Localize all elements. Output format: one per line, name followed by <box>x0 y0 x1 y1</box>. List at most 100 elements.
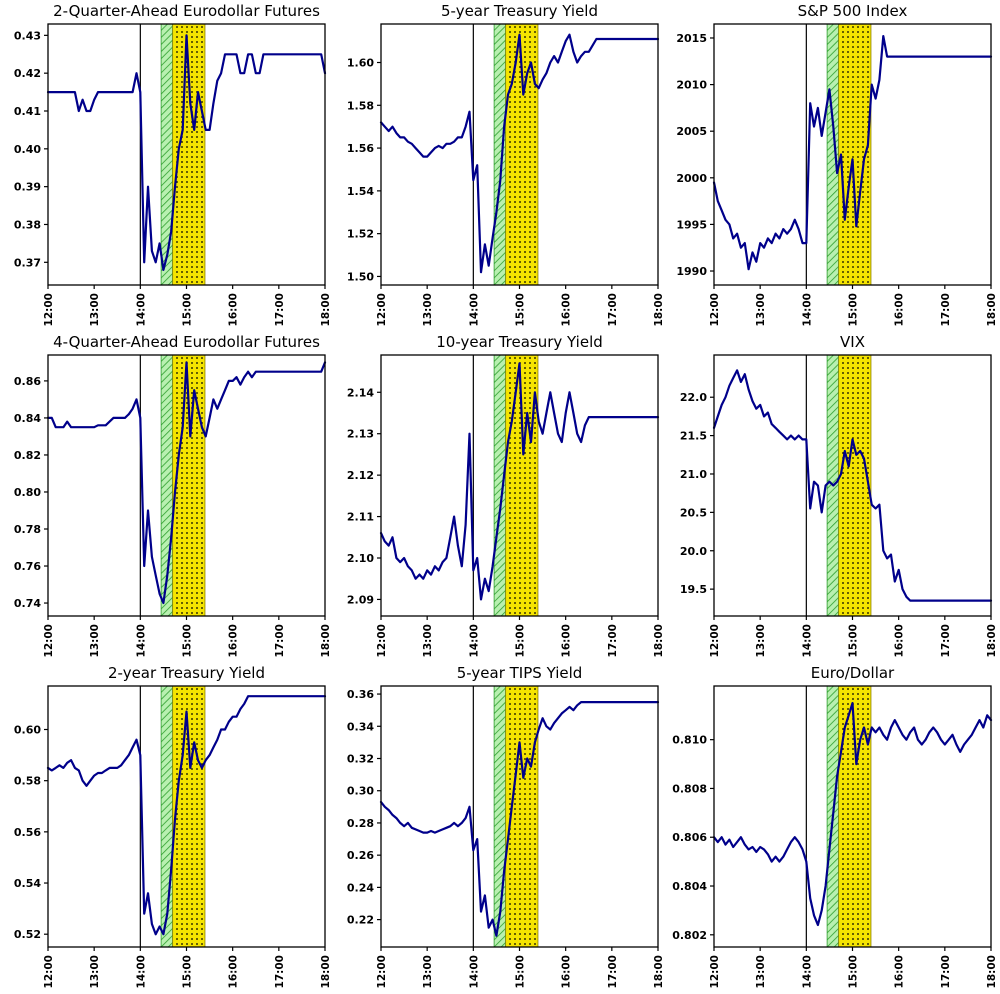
y-tick-label: 21.0 <box>680 468 707 481</box>
chart-title: S&P 500 Index <box>798 2 908 20</box>
x-tick-label: 15:00 <box>515 293 527 326</box>
y-tick-label: 2015 <box>676 32 707 45</box>
y-tick-label: 0.80 <box>14 486 41 499</box>
x-tick-label: 12:00 <box>709 624 721 657</box>
y-tick-label: 2005 <box>676 125 707 138</box>
x-tick-label: 17:00 <box>607 955 619 988</box>
green-hatched-band <box>160 23 174 286</box>
y-tick-label: 0.42 <box>14 67 41 80</box>
y-tick-label: 0.802 <box>672 929 707 942</box>
y-tick-label: 0.60 <box>14 724 41 737</box>
y-tick-label: 0.40 <box>14 143 41 156</box>
y-tick-label: 0.32 <box>347 753 374 766</box>
x-tick-label: 18:00 <box>653 624 665 657</box>
series-line <box>46 361 327 605</box>
x-tick-label: 16:00 <box>561 293 573 326</box>
x-tick-label: 16:00 <box>894 955 906 988</box>
chart-title: 2-Quarter-Ahead Eurodollar Futures <box>53 2 320 20</box>
y-tick-label: 1.58 <box>347 99 374 112</box>
x-tick-label: 18:00 <box>986 624 998 657</box>
x-tick-label: 17:00 <box>274 955 286 988</box>
y-tick-label: 0.26 <box>347 849 374 862</box>
x-tick-label: 14:00 <box>801 624 813 657</box>
x-tick-label: 12:00 <box>43 955 55 988</box>
x-tick-label: 12:00 <box>709 955 721 988</box>
y-tick-label: 19.5 <box>680 583 707 596</box>
y-tick-label: 0.39 <box>14 181 41 194</box>
x-tick-label: 18:00 <box>320 293 332 326</box>
x-tick-label: 12:00 <box>376 293 388 326</box>
yellow-dotted-band <box>172 685 206 948</box>
x-tick-label: 14:00 <box>801 293 813 326</box>
x-tick-label: 15:00 <box>515 955 527 988</box>
y-tick-label: 0.54 <box>14 877 41 890</box>
x-tick-label: 16:00 <box>228 955 240 988</box>
y-tick-label: 0.24 <box>347 881 374 894</box>
x-tick-label: 15:00 <box>848 293 860 326</box>
x-tick-label: 15:00 <box>848 955 860 988</box>
x-tick-label: 18:00 <box>320 955 332 988</box>
x-tick-label: 14:00 <box>468 955 480 988</box>
series-line <box>379 700 660 937</box>
series-line <box>712 34 993 271</box>
x-tick-label: 12:00 <box>43 293 55 326</box>
chart-panel-5y-treasury: 5-year Treasury Yield 1.50 1.52 1.54 1.56 1.5… <box>347 2 665 326</box>
y-tick-label: 2.09 <box>347 593 374 606</box>
y-tick-label: 0.52 <box>14 928 41 941</box>
chart-panel-2q-eurodollar: 2-Quarter-Ahead Eurodollar Futures 0.37 0.… <box>14 2 332 326</box>
y-tick-label: 0.82 <box>14 449 41 462</box>
chart-title: 10-year Treasury Yield <box>436 333 603 351</box>
y-tick-label: 0.810 <box>672 734 707 747</box>
yellow-dotted-band <box>838 354 872 617</box>
x-tick-label: 12:00 <box>376 955 388 988</box>
chart-title: VIX <box>840 333 865 351</box>
x-tick-label: 14:00 <box>468 624 480 657</box>
x-tick-label: 17:00 <box>607 293 619 326</box>
y-tick-label: 0.806 <box>672 831 707 844</box>
x-tick-label: 16:00 <box>228 624 240 657</box>
y-tick-label: 1990 <box>676 265 707 278</box>
y-tick-label: 1.60 <box>347 57 374 70</box>
y-tick-label: 1.52 <box>347 228 374 241</box>
y-tick-label: 1.50 <box>347 270 374 283</box>
x-tick-label: 15:00 <box>515 624 527 657</box>
chart-panel-10y-treasury: 10-year Treasury Yield 2.09 2.10 2.11 2.12 2.… <box>347 333 665 657</box>
series-line <box>379 362 660 601</box>
y-tick-label: 2.13 <box>347 428 374 441</box>
x-tick-label: 15:00 <box>848 624 860 657</box>
x-tick-label: 17:00 <box>274 624 286 657</box>
x-tick-label: 13:00 <box>755 955 767 988</box>
x-tick-label: 13:00 <box>755 624 767 657</box>
chart-title: Euro/Dollar <box>811 664 895 682</box>
x-tick-label: 16:00 <box>228 293 240 326</box>
y-tick-label: 2000 <box>676 172 707 185</box>
x-tick-label: 15:00 <box>182 955 194 988</box>
y-tick-label: 0.43 <box>14 29 41 42</box>
x-tick-label: 17:00 <box>940 293 952 326</box>
y-tick-label: 21.5 <box>680 430 707 443</box>
chart-panel-5y-tips: 5-year TIPS Yield 0.22 0.24 0.26 0.28 0.30 0.3… <box>347 664 665 988</box>
y-tick-label: 0.74 <box>14 597 41 610</box>
series-line <box>712 369 993 602</box>
y-tick-label: 2010 <box>676 79 707 92</box>
series-line <box>712 701 993 927</box>
chart-title: 5-year Treasury Yield <box>441 2 598 20</box>
x-tick-label: 16:00 <box>561 624 573 657</box>
y-tick-label: 20.0 <box>680 545 707 558</box>
x-tick-label: 13:00 <box>422 955 434 988</box>
y-tick-label: 2.14 <box>347 386 374 399</box>
y-tick-label: 1995 <box>676 218 707 231</box>
y-tick-label: 0.38 <box>14 218 41 231</box>
x-tick-label: 15:00 <box>182 624 194 657</box>
x-tick-label: 16:00 <box>561 955 573 988</box>
x-tick-label: 14:00 <box>135 955 147 988</box>
x-tick-label: 16:00 <box>894 293 906 326</box>
x-tick-label: 13:00 <box>422 624 434 657</box>
x-tick-label: 18:00 <box>653 955 665 988</box>
y-tick-label: 1.54 <box>347 185 374 198</box>
x-tick-label: 12:00 <box>376 624 388 657</box>
x-tick-label: 16:00 <box>894 624 906 657</box>
x-tick-label: 15:00 <box>182 293 194 326</box>
y-tick-label: 0.86 <box>14 375 41 388</box>
series-line <box>46 34 327 271</box>
